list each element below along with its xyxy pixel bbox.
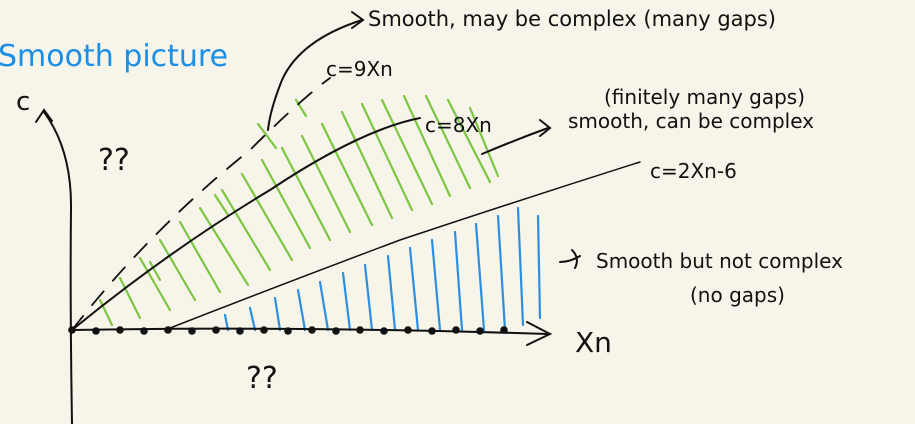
blue-hatch-stroke <box>474 222 486 332</box>
green-hatch-stroke <box>256 122 278 150</box>
lattice-dot <box>284 327 292 335</box>
green-hatch-stroke <box>402 94 452 198</box>
green-hatch-stroke <box>446 98 492 184</box>
label-c2: c=2Xn-6 <box>650 159 737 183</box>
green-hatch-stroke <box>360 102 414 212</box>
line-c8 <box>71 117 421 331</box>
lattice-dot <box>308 326 316 334</box>
lattice-dot <box>236 327 244 335</box>
blue-hatch-stroke <box>408 246 420 332</box>
green-hatch-stroke <box>424 94 472 190</box>
lattice-dot <box>92 327 100 335</box>
lattice-dot <box>428 327 436 335</box>
title: Smooth picture <box>0 39 228 74</box>
lattice-dot <box>452 326 460 334</box>
annotation-bottom-2: (no gaps) <box>690 283 785 307</box>
arrow-bottom <box>559 249 581 269</box>
green-hatch-stroke <box>148 260 162 282</box>
lattice-dot <box>260 326 268 334</box>
blue-hatch-stroke <box>496 214 507 332</box>
blue-hatch-stroke <box>453 230 464 332</box>
arrow-top <box>267 19 363 131</box>
x-axis-label: Xn <box>575 326 612 359</box>
green-hatch-stroke <box>213 193 230 217</box>
x-axis-lattice-points <box>68 326 508 335</box>
lattice-dot <box>140 327 148 335</box>
green-hatch-stroke <box>198 206 250 287</box>
green-hatch-stroke <box>220 188 272 272</box>
y-axis <box>43 111 73 424</box>
blue-hatch-stroke <box>386 254 397 332</box>
lattice-dot <box>188 327 196 335</box>
blue-hatch-stroke <box>516 206 525 327</box>
label-c8: c=8Xn <box>425 113 492 137</box>
blue-hatch-stroke <box>536 214 542 320</box>
blue-hatch-stroke <box>363 263 374 332</box>
lattice-dot <box>380 327 388 335</box>
lattice-dot <box>212 326 220 334</box>
line-c9 <box>71 77 331 331</box>
green-hatch-stroke <box>320 122 374 227</box>
green-hatch-region <box>98 94 500 327</box>
green-hatch-stroke <box>240 172 294 262</box>
blue-hatch-region <box>223 206 542 332</box>
blue-hatch-stroke <box>296 288 307 332</box>
line-c2 <box>164 161 641 331</box>
green-hatch-stroke <box>158 238 197 302</box>
blue-hatch-stroke <box>248 306 257 332</box>
label-c9: c=9Xn <box>326 57 393 81</box>
annotation-top: Smooth, may be complex (many gaps) <box>368 7 776 31</box>
arrow-top-head <box>351 11 365 29</box>
lattice-dot <box>476 327 484 335</box>
unknown-upper: ?? <box>98 143 130 178</box>
y-axis-arrowhead <box>35 108 53 123</box>
green-hatch-stroke <box>260 158 312 250</box>
lattice-dot <box>116 326 124 334</box>
x-axis-arrowhead <box>526 321 553 346</box>
blue-hatch-stroke <box>223 313 230 332</box>
green-hatch-stroke <box>138 256 172 312</box>
blue-hatch-stroke <box>341 271 352 332</box>
annotation-middle-1: (finitely many gaps) <box>604 85 805 109</box>
lattice-dot <box>356 326 364 334</box>
green-hatch-stroke <box>280 146 332 242</box>
blue-hatch-stroke <box>430 238 442 332</box>
green-hatch-stroke <box>300 134 352 234</box>
green-hatch-stroke <box>178 220 222 294</box>
green-hatch-stroke <box>294 98 308 118</box>
green-hatch-stroke <box>380 98 434 206</box>
y-axis-label: c <box>16 87 30 117</box>
green-hatch-stroke <box>468 106 500 178</box>
green-hatch-stroke <box>98 298 114 327</box>
annotation-bottom-1: Smooth but not complex <box>596 249 843 273</box>
annotation-middle-2: smooth, can be complex <box>568 109 814 133</box>
arrow-middle-head <box>539 119 552 137</box>
green-hatch-stroke <box>118 276 142 320</box>
green-hatch-stroke <box>340 110 394 220</box>
blue-hatch-stroke <box>273 296 282 332</box>
lattice-dot <box>500 326 508 334</box>
lattice-dot <box>404 326 412 334</box>
blue-hatch-stroke <box>318 280 330 332</box>
unknown-lower: ?? <box>246 361 278 396</box>
lattice-dot <box>332 327 340 335</box>
arrow-middle <box>481 127 549 155</box>
